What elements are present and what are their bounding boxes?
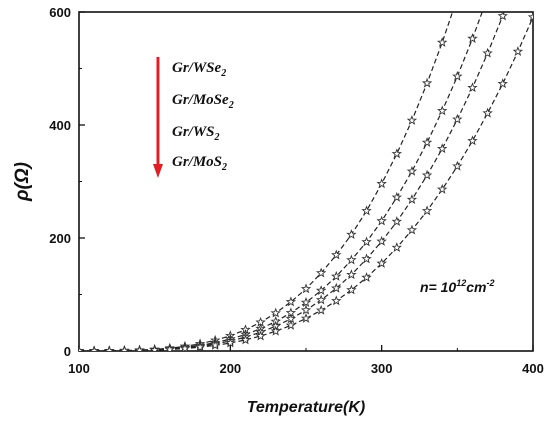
data-point	[225, 337, 236, 348]
data-point	[331, 249, 342, 260]
data-point	[421, 205, 433, 216]
data-point	[300, 297, 312, 307]
data-point	[391, 148, 403, 159]
data-point	[134, 345, 145, 351]
series-line	[79, 12, 505, 351]
data-point	[452, 70, 463, 81]
data-point	[376, 178, 387, 189]
data-point	[361, 236, 372, 247]
x-tick-label: 400	[522, 361, 544, 376]
data-point	[104, 345, 115, 351]
data-point	[361, 205, 372, 216]
data-point	[300, 304, 312, 315]
legend-entry: Gr/MoSe2	[172, 92, 234, 111]
y-axis-label: ρ(Ω)	[12, 162, 33, 202]
data-point	[119, 345, 130, 351]
data-point	[149, 344, 160, 351]
data-point	[421, 77, 433, 88]
data-point	[452, 160, 463, 171]
arrow-head	[153, 164, 163, 178]
data-point	[391, 216, 403, 227]
data-point	[315, 285, 327, 295]
annotation-text: n= 1012cm-2	[420, 278, 494, 295]
data-point	[331, 270, 342, 281]
legend-entry: Gr/WS2	[172, 124, 220, 143]
data-point	[315, 304, 327, 315]
data-point	[79, 345, 85, 351]
data-point	[452, 113, 463, 124]
tick-labels: 100 200 300 400 0 200 400 600	[49, 5, 544, 376]
data-point	[194, 341, 206, 351]
y-tick-label: 600	[49, 5, 71, 20]
series-line	[79, 12, 454, 351]
data-point	[376, 215, 387, 226]
data-point	[436, 183, 448, 194]
data-point	[436, 105, 448, 116]
x-tick-label: 200	[219, 361, 241, 376]
data-point	[315, 267, 327, 278]
data-point	[255, 330, 266, 341]
data-point	[482, 47, 493, 58]
data-point	[346, 229, 357, 240]
data-point	[209, 339, 221, 350]
data-point	[406, 194, 418, 205]
data-point	[346, 254, 357, 265]
data-point	[179, 343, 191, 351]
data-point	[391, 242, 403, 253]
data-point	[270, 307, 281, 318]
data-point	[406, 114, 418, 125]
data-point	[240, 334, 251, 345]
data-point	[421, 169, 433, 180]
data-point	[285, 319, 297, 330]
data-point	[436, 37, 448, 47]
x-tick-label: 300	[371, 361, 393, 376]
data-point	[436, 143, 448, 154]
data-point	[497, 12, 508, 21]
data-point	[421, 137, 433, 147]
series-3	[79, 12, 508, 351]
data-point	[512, 46, 524, 56]
data-point	[285, 296, 297, 307]
plot-area: 100 200 300 400 0 200 400 600	[49, 5, 544, 376]
data-point	[406, 165, 418, 176]
data-point	[346, 284, 357, 295]
data-point	[300, 312, 312, 323]
data-point	[88, 345, 100, 351]
data-point	[331, 295, 342, 306]
series-layer	[79, 12, 533, 351]
carrier-density-annotation: n= 1012cm-2	[420, 278, 494, 295]
data-point	[406, 224, 418, 235]
legend-entry: Gr/WSe2	[172, 60, 226, 79]
data-point	[270, 325, 281, 336]
data-point	[391, 191, 403, 202]
data-point	[331, 282, 342, 293]
data-point	[482, 107, 493, 118]
data-point	[346, 269, 357, 280]
data-point	[361, 272, 372, 282]
x-tick-label: 100	[68, 361, 90, 376]
data-point	[467, 135, 478, 146]
data-point	[467, 33, 478, 43]
y-tick-label: 400	[49, 118, 71, 133]
data-point	[164, 344, 176, 351]
data-point	[376, 235, 387, 246]
data-point	[467, 82, 478, 93]
legend: Gr/WSe2 Gr/MoSe2 Gr/WS2 Gr/MoS2	[153, 57, 234, 178]
data-point	[315, 294, 327, 305]
data-point	[497, 78, 508, 89]
x-axis-label: Temperature(K)	[247, 399, 366, 416]
data-point	[300, 283, 312, 294]
data-point	[527, 12, 533, 22]
series-4	[79, 12, 533, 351]
data-point	[376, 257, 387, 268]
legend-order-arrow	[153, 57, 163, 178]
data-point	[361, 253, 372, 264]
legend-entry: Gr/MoS2	[172, 154, 227, 173]
series-1	[79, 12, 454, 351]
y-tick-label: 0	[64, 344, 71, 359]
y-tick-label: 200	[49, 231, 71, 246]
